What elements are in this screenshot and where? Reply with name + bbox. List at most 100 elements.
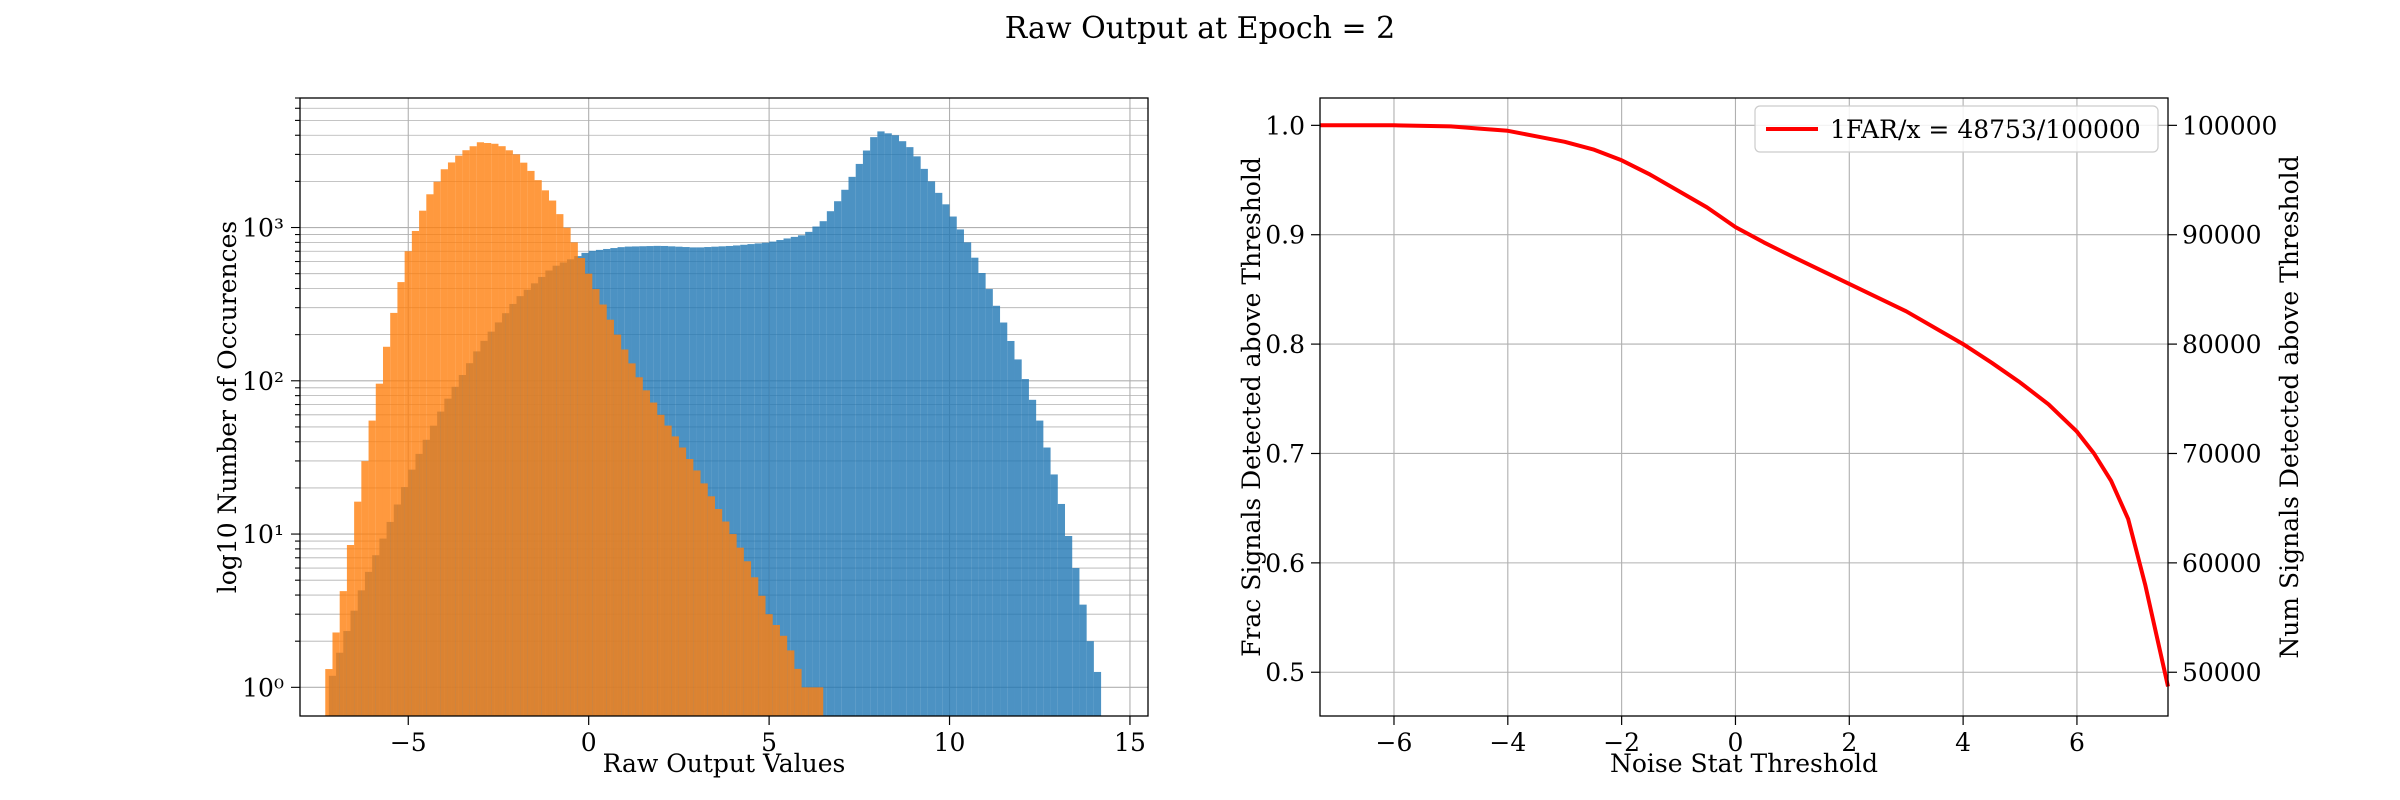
histogram-bar [476,142,485,717]
histogram-bar [491,143,499,716]
curve-x-tick-label: 0 [1728,728,1744,757]
curve-y-tick-label: 0.5 [1265,658,1305,687]
histogram-bar [1086,641,1094,716]
histogram-bar [834,201,842,717]
curve-plot-area [1320,98,2168,716]
histogram-bar [812,226,820,716]
histogram-x-tick-label: 10 [934,728,966,757]
histogram-bar [963,242,972,717]
histogram-bar [935,192,943,716]
histogram-bar [650,402,658,716]
histogram-bar [906,147,914,716]
histogram-bar [870,137,878,716]
histogram-bar [455,155,463,716]
histogram-bar [1028,399,1037,716]
histogram-bar [606,319,614,716]
curve-y-tick-label: 0.7 [1265,439,1305,468]
histogram-bar [433,181,441,716]
histogram-bar [783,238,791,716]
histogram-bar [599,304,607,716]
histogram-bar [801,687,809,716]
histogram-bar [797,235,806,716]
curve-x-tick-label: −2 [1603,728,1640,757]
histogram-bar [862,150,871,716]
histogram-bar [779,635,788,716]
histogram-bar [805,231,813,716]
histogram-y-tick-label: 10⁰ [242,673,284,702]
curve-right-y-tick-label: 70000 [2182,439,2262,468]
histogram-bar [826,211,835,716]
curve-ticks: −6 −4 −2 0 2 4 6 0.5 0.6 0.7 0.8 0.9 1.0 50000 60000 70… [1265,111,2277,757]
histogram-bar [657,414,665,716]
histogram-bar [548,200,557,717]
histogram-bar [592,289,600,716]
histogram-bar [613,334,622,716]
histogram-bar [498,146,506,716]
curve-x-axis-label: Noise Stat Threshold [1610,749,1878,778]
histogram-ticks: −5 0 5 10 15 10⁰ 10¹ 10² 10³ [242,97,1146,757]
curve-series [1320,123,2170,687]
histogram-x-tick-label: 0 [581,728,597,757]
histogram-bar [769,241,777,717]
noise-histogram-series [325,142,824,717]
histogram-bar [527,170,535,716]
histogram-bar [411,230,420,717]
histogram-bar [971,257,979,716]
curve-right-y-tick-label: 50000 [2182,658,2262,687]
curve-x-tick-label: 2 [1841,728,1857,757]
histogram-bar [714,509,723,716]
histogram-bar [711,246,719,716]
curve-y-tick-label: 0.9 [1265,221,1305,250]
histogram-bar [1014,359,1022,716]
histogram-bar [725,245,734,717]
histogram-bar [419,210,427,717]
histogram-bar [462,150,470,716]
histogram-bar [368,420,376,716]
legend: 1FAR/x = 48753/100000 [1754,105,2159,153]
legend-box [1754,105,2159,153]
histogram-frame [299,97,1149,717]
histogram-bar [1021,379,1029,716]
legend-label: 1FAR/x = 48753/100000 [1830,115,2141,144]
histogram-bar [397,282,405,716]
histogram-bar [1043,447,1051,716]
histogram-bar [577,258,586,716]
histogram-bar [743,561,752,716]
histogram-bar [985,289,993,716]
histogram-bar [722,521,730,716]
histogram-bar [733,245,741,716]
histogram-bar [484,143,492,716]
curve-right-y-tick-label: 60000 [2182,549,2262,578]
histogram-bar [855,163,863,716]
histogram-bar [761,242,770,716]
histogram-bar [678,447,687,716]
histogram-bar [913,156,921,716]
histogram-bar [325,669,333,716]
histogram-bar [949,216,957,717]
histogram-bar [772,624,780,716]
histogram-bar [816,687,824,716]
histogram-bar [700,483,708,716]
histogram-bar [819,221,827,716]
curve-x-tick-label: −4 [1489,728,1526,757]
histogram-bar [1057,503,1066,716]
histogram-bar [776,240,784,716]
histogram-y-axis-label: log10 Number of Occurences [213,221,242,594]
histogram-x-tick-label: 5 [761,728,777,757]
histogram-bar [787,650,795,716]
histogram-bar [671,436,679,716]
curve-right-y-tick-label: 90000 [2182,221,2262,250]
histogram-bars [325,131,1102,717]
curve-x-tick-label: 4 [1955,728,1971,757]
histogram-bar [520,162,528,716]
detection-curve-line [1320,123,2170,687]
histogram-bar [1072,568,1080,716]
histogram-bar [848,176,856,716]
histogram-x-axis-label: Raw Output Values [603,749,846,778]
detection-curve-panel: −6 −4 −2 0 2 4 6 0.5 0.6 0.7 0.8 0.9 1.0 50000 60000 70… [1237,97,2304,778]
histogram-bar [765,614,773,716]
histogram-bar [361,461,369,716]
histogram-bar [563,227,571,716]
histogram-bar [992,305,1001,716]
curve-y-tick-label: 1.0 [1265,111,1305,140]
